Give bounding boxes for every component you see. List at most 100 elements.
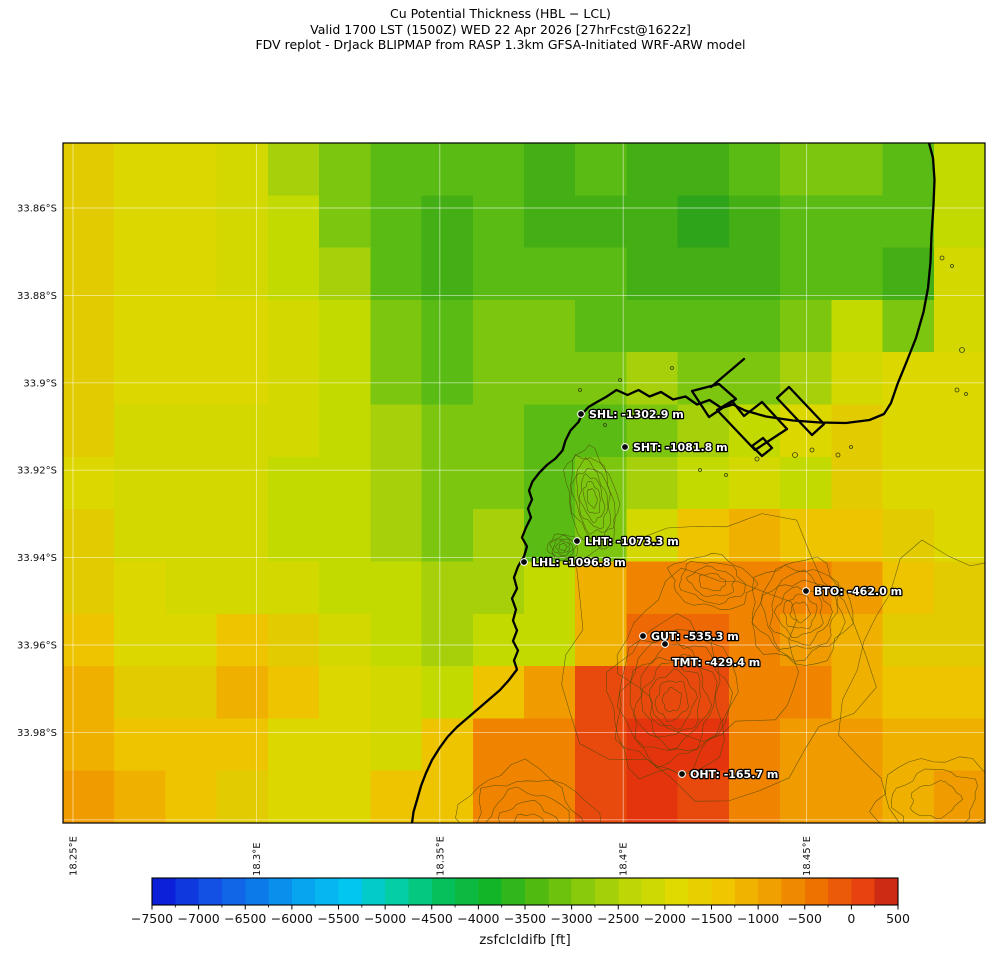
colorbar-segment bbox=[501, 878, 526, 905]
grid-cell bbox=[677, 143, 730, 196]
contour-line bbox=[654, 680, 689, 722]
grid-cell bbox=[216, 352, 269, 406]
grid-cell bbox=[728, 718, 781, 772]
colorbar-tick-label: −7000 bbox=[177, 911, 219, 926]
grid-cell bbox=[267, 143, 320, 196]
contour-line bbox=[477, 779, 584, 823]
colorbar-segment bbox=[198, 878, 223, 905]
grid-cell bbox=[216, 718, 269, 772]
colorbar-segment bbox=[851, 878, 876, 905]
grid-cell bbox=[575, 299, 628, 353]
grid-cell bbox=[728, 247, 781, 301]
grid-cell bbox=[216, 195, 269, 249]
colorbar-tick-label: −1500 bbox=[690, 911, 732, 926]
grid-cell bbox=[728, 299, 781, 353]
contour-line bbox=[570, 457, 611, 535]
grid-cell bbox=[165, 456, 218, 510]
colorbar-segment bbox=[781, 878, 806, 905]
grid-cell bbox=[882, 770, 935, 824]
grid-cell bbox=[114, 666, 167, 719]
grid-cell bbox=[933, 456, 986, 510]
colorbar-segment bbox=[874, 878, 899, 905]
grid-cell bbox=[626, 299, 679, 353]
grid-cell bbox=[780, 299, 832, 353]
contour-line bbox=[485, 786, 570, 823]
contour-line bbox=[576, 468, 609, 530]
grid-cell bbox=[780, 456, 832, 510]
contour-line bbox=[558, 543, 568, 551]
grid-cell bbox=[524, 404, 576, 458]
colorbar-tick-label: −3500 bbox=[504, 911, 546, 926]
grid-cell bbox=[267, 613, 320, 667]
grid-cell bbox=[319, 456, 371, 510]
station-label-gut: GUT: -535.3 m bbox=[651, 630, 739, 643]
raster-grid bbox=[63, 143, 986, 824]
colorbar-tick-label: −6000 bbox=[271, 911, 313, 926]
colorbar-segment bbox=[711, 878, 736, 905]
grid-cell bbox=[831, 404, 884, 458]
contour-line bbox=[553, 538, 574, 556]
grid-cell bbox=[63, 352, 115, 406]
grid-cell bbox=[780, 770, 832, 824]
grid-cell bbox=[677, 456, 730, 510]
grid-cell bbox=[472, 404, 525, 458]
colorbar-segment bbox=[152, 878, 176, 905]
grid-cell bbox=[780, 718, 832, 772]
y-tick-label: 33.98°S bbox=[17, 728, 57, 739]
grid-cell bbox=[626, 143, 679, 196]
station-dot-sht bbox=[621, 443, 629, 451]
grid-cell bbox=[370, 195, 423, 249]
grid-cell bbox=[831, 561, 884, 615]
contour-line bbox=[586, 488, 598, 509]
colorbar-tick-label: −1000 bbox=[737, 911, 779, 926]
grid-cell bbox=[575, 247, 628, 301]
grid-cell bbox=[165, 509, 218, 563]
grid-cell bbox=[780, 404, 832, 458]
contour-line bbox=[869, 756, 985, 823]
grid-cell bbox=[780, 666, 832, 719]
grid-cell bbox=[63, 509, 115, 563]
grid-cell bbox=[472, 456, 525, 510]
grid-cell bbox=[267, 456, 320, 510]
grid-cell bbox=[882, 143, 935, 196]
grid-cell bbox=[933, 561, 986, 615]
x-tick-label: 18.45°E bbox=[802, 836, 813, 876]
grid-cell bbox=[63, 666, 115, 719]
grid-cell bbox=[319, 613, 371, 667]
colorbar-tick-label: 0 bbox=[847, 911, 855, 926]
colorbar-segment bbox=[431, 878, 456, 905]
colorbar-segment bbox=[455, 878, 479, 905]
grid-cell bbox=[63, 456, 115, 510]
grid-cell bbox=[933, 718, 986, 772]
colorbar-segment bbox=[291, 878, 316, 905]
grid-cell bbox=[728, 770, 781, 824]
contour-line bbox=[789, 601, 811, 624]
grid-cell bbox=[882, 509, 935, 563]
grid-cell bbox=[472, 352, 525, 406]
grid-cell bbox=[319, 561, 371, 615]
grid-cell bbox=[626, 456, 679, 510]
grid-cell bbox=[728, 666, 781, 719]
contour-line bbox=[606, 613, 739, 780]
grid-cell bbox=[63, 404, 115, 458]
figure-title: Cu Potential Thickness (HBL − LCL) bbox=[390, 6, 611, 21]
colorbar-segment bbox=[478, 878, 503, 905]
grid-cell bbox=[114, 770, 167, 824]
contour-line bbox=[614, 629, 733, 775]
contour-line bbox=[686, 565, 736, 598]
colorbar-gradient bbox=[152, 878, 899, 905]
grid-cell bbox=[472, 718, 525, 772]
contour-line bbox=[661, 686, 683, 713]
grid-cell bbox=[267, 247, 320, 301]
contour-line bbox=[891, 768, 978, 823]
grid-cell bbox=[728, 613, 781, 667]
grid-cell bbox=[114, 143, 167, 196]
grid-cell bbox=[933, 143, 986, 196]
colorbar-tick-label: −5500 bbox=[317, 911, 359, 926]
grid-cell bbox=[370, 299, 423, 353]
colorbar-segment bbox=[361, 878, 386, 905]
contour-line bbox=[570, 454, 616, 545]
grid-cell bbox=[677, 509, 730, 563]
grid-cell bbox=[267, 509, 320, 563]
